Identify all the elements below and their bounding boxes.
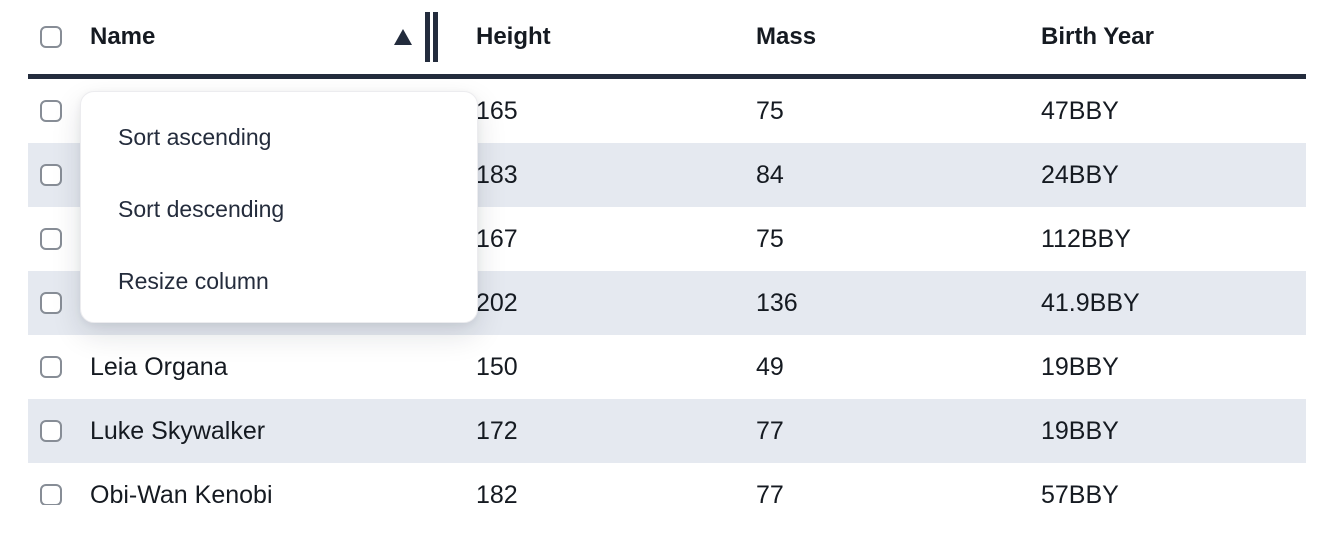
cell-height: 202 [476, 288, 518, 317]
cell-name: Leia Organa [90, 352, 228, 381]
row-checkbox[interactable] [40, 292, 62, 314]
cell-birth-year: 47BBY [1041, 96, 1119, 125]
cell-birth-year: 19BBY [1041, 416, 1119, 445]
cell-height: 182 [476, 480, 518, 506]
cell-height: 167 [476, 224, 518, 253]
resize-bar-icon [433, 12, 438, 62]
column-header-name[interactable]: Name [90, 12, 476, 62]
cell-mass: 75 [756, 224, 784, 253]
row-checkbox[interactable] [40, 228, 62, 250]
column-context-menu: Sort ascending Sort descending Resize co… [80, 91, 478, 323]
row-select-cell [28, 164, 90, 186]
row-select-cell [28, 292, 90, 314]
cell-mass: 84 [756, 160, 784, 189]
row-select-cell [28, 420, 90, 442]
cell-birth-year: 57BBY [1041, 480, 1119, 506]
row-checkbox[interactable] [40, 164, 62, 186]
menu-item-sort-ascending[interactable]: Sort ascending [118, 123, 272, 150]
cell-birth-year: 24BBY [1041, 160, 1119, 189]
table-row[interactable]: Luke Skywalker 172 77 19BBY [28, 399, 1306, 463]
cell-height: 172 [476, 416, 518, 445]
row-select-cell [28, 356, 90, 378]
row-select-cell [28, 484, 90, 505]
cell-height: 183 [476, 160, 518, 189]
column-header-height[interactable]: Height [476, 23, 551, 50]
menu-item-sort-descending[interactable]: Sort descending [118, 195, 285, 222]
cell-birth-year: 112BBY [1041, 224, 1131, 253]
cell-birth-year: 41.9BBY [1041, 288, 1140, 317]
column-header-birth-year[interactable]: Birth Year [1041, 23, 1154, 50]
cell-height: 165 [476, 96, 518, 125]
cell-mass: 75 [756, 96, 784, 125]
row-select-cell [28, 228, 90, 250]
cell-birth-year: 19BBY [1041, 352, 1119, 381]
row-checkbox[interactable] [40, 420, 62, 442]
column-header-mass[interactable]: Mass [756, 23, 817, 50]
header-select-cell [28, 26, 90, 48]
cell-mass: 77 [756, 416, 784, 445]
cell-mass: 136 [756, 288, 798, 317]
menu-item-resize-column[interactable]: Resize column [118, 267, 269, 294]
table-row[interactable]: Leia Organa 150 49 19BBY [28, 335, 1306, 399]
resize-bar-icon [425, 12, 430, 62]
cell-mass: 49 [756, 352, 784, 381]
column-header-name-label: Name [90, 23, 156, 50]
row-checkbox[interactable] [40, 100, 62, 122]
column-resize-handle[interactable] [425, 12, 438, 62]
cell-height: 150 [476, 352, 518, 381]
table-header-row: Name Height Mass Birth Year [28, 0, 1306, 79]
select-all-checkbox[interactable] [40, 26, 62, 48]
row-checkbox[interactable] [40, 484, 62, 505]
row-checkbox[interactable] [40, 356, 62, 378]
table-row[interactable]: Obi-Wan Kenobi 182 77 57BBY [28, 463, 1306, 505]
row-select-cell [28, 100, 90, 122]
sort-ascending-icon [394, 29, 412, 45]
cell-name: Obi-Wan Kenobi [90, 480, 273, 506]
cell-mass: 77 [756, 480, 784, 506]
cell-name: Luke Skywalker [90, 416, 266, 445]
